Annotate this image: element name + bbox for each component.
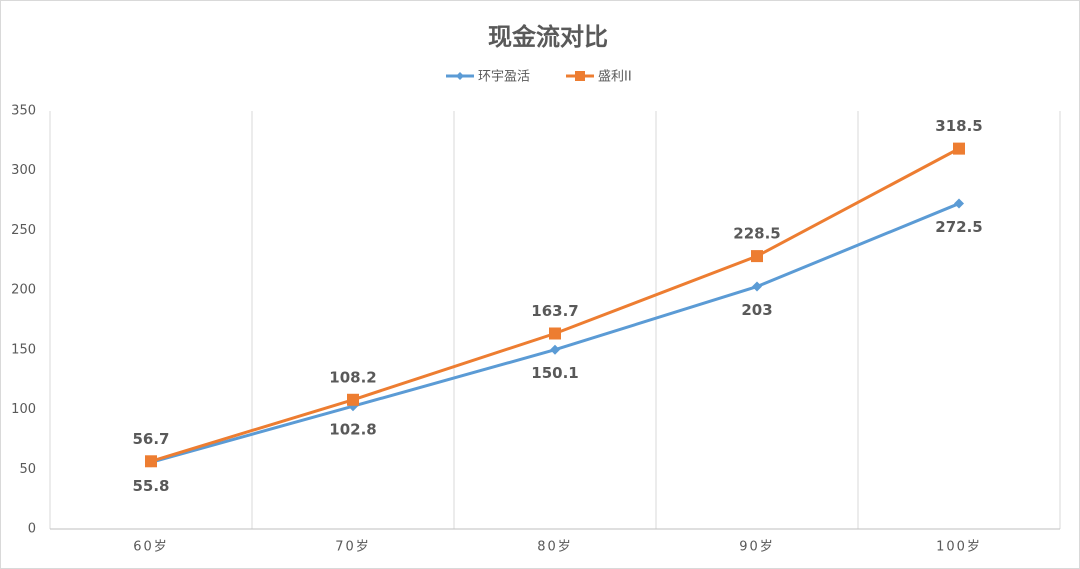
x-tick-label: 80岁 bbox=[537, 540, 573, 555]
data-label: 56.7 bbox=[132, 430, 169, 448]
legend-label: 环宇盈活 bbox=[478, 70, 530, 85]
y-tick-label: 50 bbox=[19, 462, 36, 477]
data-label: 272.5 bbox=[935, 218, 982, 236]
data-point bbox=[347, 393, 359, 406]
y-tick-label: 300 bbox=[11, 163, 36, 178]
legend-marker bbox=[456, 72, 464, 80]
y-tick-label: 250 bbox=[11, 223, 36, 238]
data-point bbox=[549, 327, 561, 340]
x-tick-label: 60岁 bbox=[133, 540, 169, 555]
data-label: 150.1 bbox=[531, 364, 578, 382]
legend-marker bbox=[575, 71, 585, 81]
x-tick-label: 70岁 bbox=[335, 540, 371, 555]
data-label: 203 bbox=[741, 301, 772, 319]
x-tick-label: 90岁 bbox=[739, 540, 775, 555]
data-label: 318.5 bbox=[935, 117, 982, 135]
chart-title: 现金流对比 bbox=[488, 23, 608, 51]
data-point bbox=[954, 198, 964, 209]
data-point bbox=[752, 281, 762, 292]
legend-label: 盛利II bbox=[598, 70, 632, 85]
x-tick-label: 100岁 bbox=[936, 540, 982, 555]
y-tick-label: 150 bbox=[11, 342, 36, 357]
data-label: 228.5 bbox=[733, 225, 780, 243]
y-tick-label: 200 bbox=[11, 283, 36, 298]
y-tick-label: 0 bbox=[28, 522, 36, 537]
data-label: 163.7 bbox=[531, 302, 578, 320]
data-point bbox=[953, 142, 965, 155]
data-label: 102.8 bbox=[329, 421, 376, 439]
data-label: 55.8 bbox=[132, 477, 169, 495]
y-tick-label: 100 bbox=[11, 402, 36, 417]
y-tick-label: 350 bbox=[11, 104, 36, 119]
data-point bbox=[550, 344, 560, 355]
data-point bbox=[145, 455, 157, 468]
data-label: 108.2 bbox=[329, 368, 376, 386]
data-point bbox=[751, 250, 763, 263]
